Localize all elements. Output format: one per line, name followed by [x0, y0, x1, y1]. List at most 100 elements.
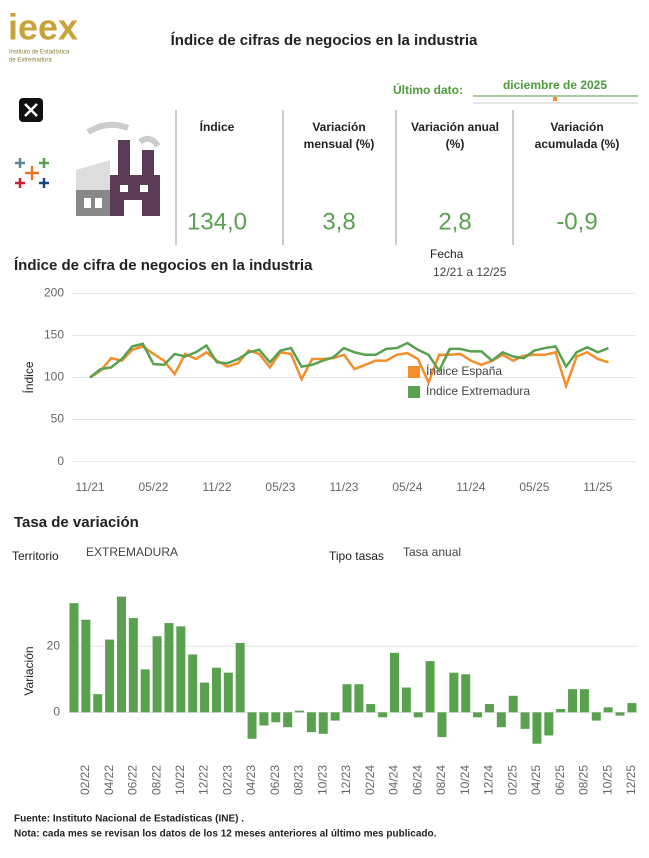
y-tick-label: 50	[51, 412, 65, 426]
x-tick-label: 08/23	[292, 765, 306, 795]
bar	[591, 712, 601, 721]
filter-label: Tipo tasas	[329, 549, 384, 563]
logo-subtitle: de Extremadura	[9, 58, 52, 64]
x-tick-label: 08/24	[434, 765, 448, 795]
bar	[461, 674, 471, 713]
filter-label: Fecha	[430, 247, 464, 261]
bar	[568, 689, 578, 713]
logo: ieex	[8, 7, 78, 48]
last-data-label: Último dato:	[393, 82, 463, 97]
bar	[306, 712, 316, 733]
x-tick-label: 04/23	[244, 765, 258, 795]
x-tick-label: 12/24	[482, 765, 496, 795]
bar	[354, 684, 364, 713]
x-tick-label: 10/22	[173, 765, 187, 795]
kpi-label: Variación anual	[411, 120, 499, 134]
x-tick-label: 12/22	[197, 765, 211, 795]
x-tick-label: 05/22	[138, 480, 168, 494]
bar	[116, 596, 126, 713]
kpi-value: -0,9	[556, 208, 597, 235]
kpi-label: Variación	[550, 120, 603, 134]
filter-value[interactable]: EXTREMADURA	[86, 545, 178, 559]
bar	[128, 618, 138, 713]
bar	[69, 603, 79, 713]
last-data-value[interactable]: diciembre de 2025	[503, 78, 607, 92]
bar	[484, 704, 494, 713]
x-tick-label: 06/22	[126, 765, 140, 795]
bar	[93, 694, 103, 713]
kpi-label: mensual (%)	[304, 137, 375, 151]
bar	[532, 712, 542, 744]
kpi-label: (%)	[446, 137, 465, 151]
bar	[449, 672, 459, 713]
chart-title: Índice de cifra de negocios en la indust…	[14, 257, 313, 274]
bar	[188, 654, 198, 713]
legend-label: Índice España	[426, 363, 502, 378]
bar	[235, 642, 245, 713]
kpi-value: 2,8	[438, 208, 471, 235]
x-tick-label: 08/25	[577, 765, 591, 795]
bar	[544, 712, 554, 736]
y-tick-label: 100	[44, 370, 64, 384]
kpi-label: Índice	[200, 119, 235, 134]
filter-value[interactable]: 12/21 a 12/25	[433, 265, 507, 279]
y-axis-label: Índice	[21, 361, 36, 393]
bar	[105, 639, 115, 713]
x-tick-label: 02/22	[78, 765, 92, 795]
x-tick-label: 06/23	[268, 765, 282, 795]
bar	[330, 712, 340, 721]
x-tick-label: 05/25	[519, 480, 549, 494]
x-tick-label: 02/23	[220, 765, 234, 795]
bar	[615, 712, 625, 716]
kpi-label: acumulada (%)	[535, 137, 620, 151]
bar	[164, 623, 174, 713]
line-series	[89, 341, 609, 379]
bar	[342, 684, 352, 713]
x-tick-label: 11/24	[456, 480, 485, 494]
bar	[247, 712, 257, 739]
bar	[496, 712, 506, 728]
x-tick-label: 02/25	[505, 765, 519, 795]
bar	[389, 652, 399, 713]
y-axis-label: Variación	[22, 646, 36, 695]
tableau-icon[interactable]	[15, 158, 49, 188]
x-tick-label: 05/23	[265, 480, 295, 494]
kpi-value: 3,8	[322, 208, 355, 235]
y-tick-label: 20	[47, 638, 61, 652]
x-tick-label: 12/23	[339, 765, 353, 795]
bar	[579, 689, 589, 713]
x-tick-label: 11/25	[583, 480, 612, 494]
filter-value[interactable]: Tasa anual	[403, 545, 461, 559]
x-tick-label: 05/24	[392, 480, 422, 494]
x-tick-label: 11/23	[329, 480, 358, 494]
bar	[378, 712, 388, 718]
x-tick-label: 12/25	[624, 765, 638, 795]
bar	[176, 626, 186, 713]
y-tick-label: 0	[57, 454, 64, 468]
bar	[140, 669, 150, 713]
bar	[556, 709, 566, 713]
bar	[271, 712, 281, 723]
x-tick-label: 10/25	[600, 765, 614, 795]
filter-label: Territorio	[12, 549, 59, 563]
bar	[200, 682, 210, 713]
bar	[259, 712, 269, 726]
x-tick-label: 10/24	[458, 765, 472, 795]
footer-note: Nota: cada mes se revisan los datos de l…	[14, 829, 437, 840]
slider-thumb[interactable]	[553, 97, 557, 101]
bar	[318, 712, 328, 734]
bar	[603, 707, 613, 713]
line-series	[89, 345, 609, 390]
bar	[437, 712, 447, 738]
logo-subtitle: Instituto de Estadística	[9, 50, 70, 56]
x-tick-label: 06/24	[410, 765, 424, 795]
bar	[211, 667, 221, 713]
bar	[283, 712, 293, 728]
y-tick-label: 150	[44, 328, 64, 342]
factory-icon	[76, 121, 161, 216]
legend-swatch	[408, 366, 420, 378]
x-icon[interactable]	[19, 98, 43, 122]
chart-title: Tasa de variación	[14, 514, 139, 531]
x-tick-label: 08/22	[149, 765, 163, 795]
